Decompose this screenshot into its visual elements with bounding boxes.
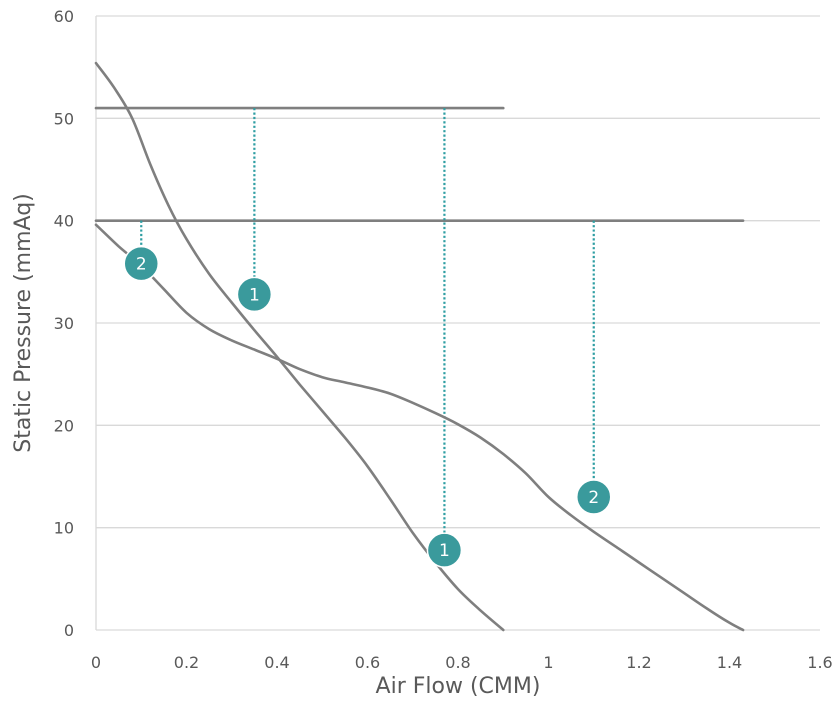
x-tick-label: 1 bbox=[543, 653, 553, 672]
operating-point-marker bbox=[123, 245, 159, 282]
x-tick-label: 0.2 bbox=[174, 653, 199, 672]
y-tick-label: 50 bbox=[54, 109, 74, 128]
y-tick-label: 20 bbox=[54, 416, 74, 435]
operating-point-label: 2 bbox=[136, 255, 147, 275]
operating-points: 1 1 2 2 bbox=[123, 245, 612, 568]
x-tick-label: 1.6 bbox=[807, 653, 832, 672]
curve-2-line bbox=[94, 223, 745, 632]
operating-point-label: 1 bbox=[249, 285, 260, 305]
operating-point-marker bbox=[426, 532, 463, 568]
x-tick-label: 0.6 bbox=[355, 653, 380, 672]
axes bbox=[95, 16, 820, 631]
curves bbox=[94, 61, 745, 632]
tick-labels: 0 10 20 30 40 50 60 0 0.2 0.4 0.6 0.8 1 1.2 1.4 1.6 bbox=[54, 7, 833, 672]
operating-point-label: 2 bbox=[588, 488, 599, 508]
y-tick-label: 30 bbox=[54, 314, 74, 333]
operating-point-label: 1 bbox=[439, 541, 450, 561]
x-tick-label: 0.8 bbox=[445, 653, 470, 672]
y-tick-label: 40 bbox=[54, 212, 74, 231]
operating-point-marker bbox=[576, 479, 612, 515]
x-tick-label: 1.4 bbox=[717, 653, 742, 672]
x-tick-label: 0 bbox=[91, 653, 101, 672]
gridlines bbox=[96, 15, 820, 529]
x-tick-label: 1.2 bbox=[626, 653, 651, 672]
reference-lines bbox=[94, 106, 745, 222]
y-tick-label: 0 bbox=[64, 621, 74, 640]
y-tick-label: 60 bbox=[54, 7, 74, 26]
y-axis-title: Static Pressure (mmAq) bbox=[11, 193, 36, 453]
x-tick-label: 0.4 bbox=[264, 653, 289, 672]
operating-point-marker bbox=[236, 276, 273, 313]
y-tick-label: 10 bbox=[54, 519, 74, 538]
x-axis-title: Air Flow (CMM) bbox=[376, 674, 541, 699]
